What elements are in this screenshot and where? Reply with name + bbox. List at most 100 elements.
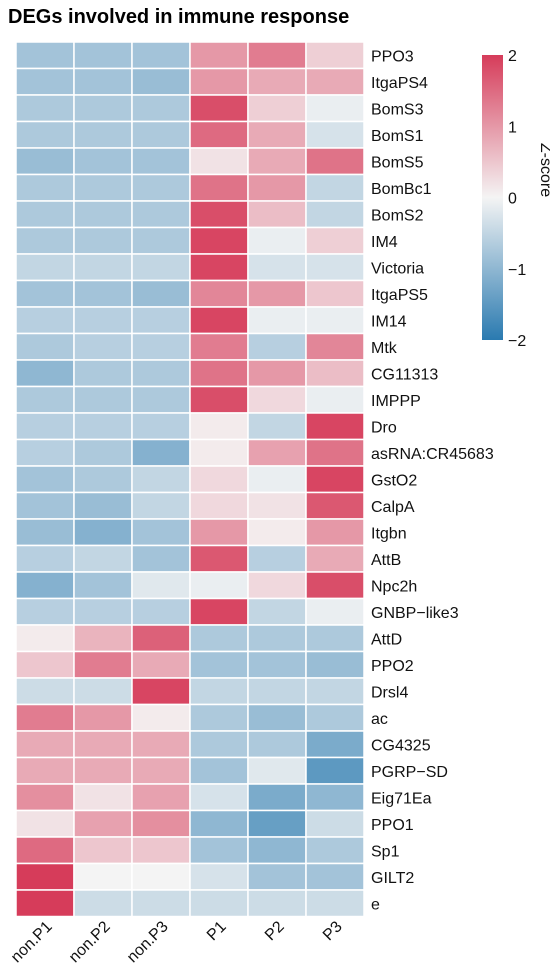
heatmap-cell [189, 518, 249, 547]
heatmap-cell [305, 783, 365, 812]
heatmap-cell [131, 67, 191, 96]
column-label: non.P2 [66, 918, 114, 964]
row-label: Eig71Ea [371, 790, 432, 807]
row-label: PPO2 [371, 658, 414, 675]
heatmap-cell [131, 385, 191, 414]
heatmap-cell [189, 147, 249, 176]
heatmap-cell [247, 783, 307, 812]
heatmap-cell [15, 147, 75, 176]
heatmap-cell [15, 491, 75, 520]
heatmap-cell [247, 412, 307, 441]
heatmap-cell [305, 332, 365, 361]
row-label: ItgaPS5 [371, 287, 428, 304]
heatmap-cell [131, 226, 191, 255]
heatmap-cell [305, 544, 365, 573]
heatmap-cell [189, 465, 249, 494]
colorbar-tick-label: −1 [508, 262, 526, 279]
row-label: Mtk [371, 340, 398, 357]
row-label: ItgaPS4 [371, 75, 428, 92]
heatmap-cell [305, 200, 365, 229]
heatmap-cell [73, 836, 133, 865]
colorbar-legend: 2 1 0 −1 −2 Z-score [482, 48, 550, 350]
heatmap-cell [189, 783, 249, 812]
heatmap-cell [73, 624, 133, 653]
heatmap-cell [131, 677, 191, 706]
heatmap-cell [247, 359, 307, 388]
heatmap-cell [15, 571, 75, 600]
heatmap-cell [73, 67, 133, 96]
heatmap-cell [15, 730, 75, 759]
heatmap-cell [189, 491, 249, 520]
heatmap-cell [189, 226, 249, 255]
heatmap-cell [305, 41, 365, 70]
heatmap-cell [189, 571, 249, 600]
row-label: Dro [371, 419, 397, 436]
colorbar-tick-label: 0 [508, 191, 517, 208]
heatmap-cell [15, 385, 75, 414]
heatmap-cell [305, 94, 365, 123]
heatmap-cell [189, 597, 249, 626]
heatmap-cell [73, 518, 133, 547]
heatmap-cell [131, 756, 191, 785]
heatmap-cell [73, 279, 133, 308]
heatmap-cell [189, 120, 249, 149]
heatmap-cell [189, 412, 249, 441]
heatmap-cell [15, 173, 75, 202]
row-label: asRNA:CR45683 [371, 446, 494, 463]
heatmap-cell [131, 279, 191, 308]
heatmap-cell [189, 730, 249, 759]
heatmap-cell [131, 571, 191, 600]
heatmap-cell [189, 332, 249, 361]
heatmap-cell [247, 597, 307, 626]
row-label: Sp1 [371, 843, 400, 860]
row-label: PPO3 [371, 48, 414, 65]
heatmap-cell [73, 862, 133, 891]
column-label: P3 [320, 918, 346, 944]
heatmap-cell [73, 332, 133, 361]
heatmap-cell [73, 200, 133, 229]
colorbar [482, 55, 503, 340]
heatmap-cell [131, 41, 191, 70]
heatmap-cell [247, 650, 307, 679]
row-label: e [371, 896, 380, 913]
heatmap-cell [15, 332, 75, 361]
heatmap-cell [189, 624, 249, 653]
heatmap-cell [189, 173, 249, 202]
column-label: non.P1 [8, 918, 56, 964]
heatmap-cell [73, 783, 133, 812]
heatmap-cell [305, 67, 365, 96]
heatmap-cell [15, 306, 75, 335]
heatmap-cell [305, 518, 365, 547]
heatmap-cell [131, 412, 191, 441]
heatmap-cell [131, 465, 191, 494]
heatmap-cell [73, 571, 133, 600]
heatmap-cell [15, 650, 75, 679]
heatmap-cell [73, 359, 133, 388]
heatmap-cell [131, 889, 191, 918]
heatmap-cell [247, 862, 307, 891]
heatmap-cell [305, 889, 365, 918]
heatmap-cell [73, 412, 133, 441]
heatmap-cell [15, 359, 75, 388]
heatmap-cell [305, 597, 365, 626]
heatmap-cell [189, 836, 249, 865]
heatmap-cell [15, 809, 75, 838]
heatmap-cell [189, 544, 249, 573]
row-label: PGRP−SD [371, 764, 448, 781]
heatmap-cell [15, 120, 75, 149]
heatmap-cell [305, 279, 365, 308]
heatmap-cell [189, 253, 249, 282]
heatmap-cell [305, 756, 365, 785]
heatmap-cell [131, 200, 191, 229]
row-label: IMPPP [371, 393, 421, 410]
row-label: BomS5 [371, 154, 424, 171]
heatmap-cell [73, 597, 133, 626]
heatmap-cell [305, 359, 365, 388]
heatmap-cell [73, 491, 133, 520]
heatmap-cell [305, 836, 365, 865]
heatmap-cell [73, 173, 133, 202]
heatmap-cell [131, 94, 191, 123]
heatmap-cell [247, 836, 307, 865]
heatmap-cell [73, 703, 133, 732]
heatmap-cell [131, 730, 191, 759]
